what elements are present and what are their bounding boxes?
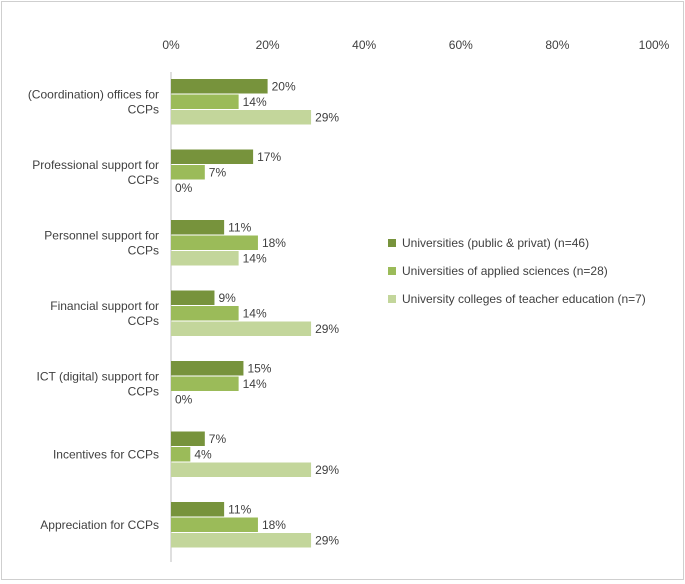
data-label-series1-cat5: 15% <box>247 361 271 375</box>
data-label-series3-cat7: 29% <box>315 533 339 547</box>
data-label-series1-cat4: 9% <box>218 291 236 305</box>
data-label-series1-cat7: 11% <box>228 502 251 516</box>
bar-series1-cat4 <box>171 290 215 305</box>
bar-series2-cat6 <box>171 447 191 462</box>
x-tick-label-60: 60% <box>449 38 473 52</box>
x-tick-label-20: 20% <box>256 38 280 52</box>
bar-series2-cat4 <box>171 306 239 321</box>
data-label-series1-cat1: 20% <box>272 79 296 93</box>
bar-series3-cat1 <box>171 110 312 125</box>
category-label-5-line-1: ICT (digital) support for <box>37 369 160 383</box>
legend-swatch-1 <box>388 239 396 247</box>
data-label-series2-cat7: 18% <box>262 518 286 532</box>
bar-series1-cat6 <box>171 431 205 446</box>
bar-series1-cat7 <box>171 502 225 517</box>
x-tick-label-100: 100% <box>639 38 670 52</box>
x-tick-label-40: 40% <box>352 38 376 52</box>
data-label-series3-cat2: 0% <box>175 181 193 195</box>
bar-series1-cat2 <box>171 149 254 164</box>
data-label-series3-cat5: 0% <box>175 392 193 406</box>
legend-swatch-3 <box>388 295 396 303</box>
data-label-series3-cat6: 29% <box>315 463 339 477</box>
data-label-series2-cat2: 7% <box>209 165 227 179</box>
bar-series3-cat4 <box>171 321 312 336</box>
category-label-4-line-1: Financial support for <box>50 299 159 313</box>
category-label-6: Incentives for CCPs <box>53 447 159 461</box>
bar-series2-cat1 <box>171 94 239 109</box>
category-label-1-line-2: CCPs <box>128 102 159 116</box>
data-label-series3-cat4: 29% <box>315 322 339 336</box>
bar-series2-cat3 <box>171 235 258 250</box>
category-label-2-line-2: CCPs <box>128 173 159 187</box>
data-label-series1-cat6: 7% <box>209 432 227 446</box>
data-label-series2-cat5: 14% <box>243 377 267 391</box>
bar-series3-cat3 <box>171 251 239 266</box>
data-label-series1-cat2: 17% <box>257 150 281 164</box>
data-label-series2-cat3: 18% <box>262 236 286 250</box>
data-label-series2-cat4: 14% <box>243 306 267 320</box>
data-label-series3-cat1: 29% <box>315 110 339 124</box>
bar-series2-cat2 <box>171 165 205 180</box>
data-label-series2-cat1: 14% <box>243 95 267 109</box>
category-label-3-line-2: CCPs <box>128 243 159 257</box>
bar-series1-cat3 <box>171 220 225 235</box>
category-label-7: Appreciation for CCPs <box>40 518 159 532</box>
category-label-5-line-2: CCPs <box>128 384 159 398</box>
legend-label-2: Universities of applied sciences (n=28) <box>402 264 608 278</box>
legend-label-3: University colleges of teacher education… <box>402 292 646 306</box>
x-tick-label-80: 80% <box>545 38 569 52</box>
bar-series1-cat1 <box>171 79 268 94</box>
x-tick-label-0: 0% <box>162 38 180 52</box>
bar-series3-cat6 <box>171 462 312 477</box>
data-label-series3-cat3: 14% <box>243 251 267 265</box>
legend-swatch-2 <box>388 267 396 275</box>
bar-series3-cat7 <box>171 533 312 548</box>
bar-series1-cat5 <box>171 361 244 376</box>
bar-series2-cat5 <box>171 376 239 391</box>
category-label-2-line-1: Professional support for <box>32 158 159 172</box>
category-label-1-line-1: (Coordination) offices for <box>28 87 159 101</box>
category-label-3-line-1: Personnel support for <box>44 228 159 242</box>
category-label-4-line-2: CCPs <box>128 314 159 328</box>
legend-label-1: Universities (public & privat) (n=46) <box>402 236 589 250</box>
bar-series2-cat7 <box>171 517 258 532</box>
data-label-series2-cat6: 4% <box>194 447 212 461</box>
data-label-series1-cat3: 11% <box>228 220 251 234</box>
